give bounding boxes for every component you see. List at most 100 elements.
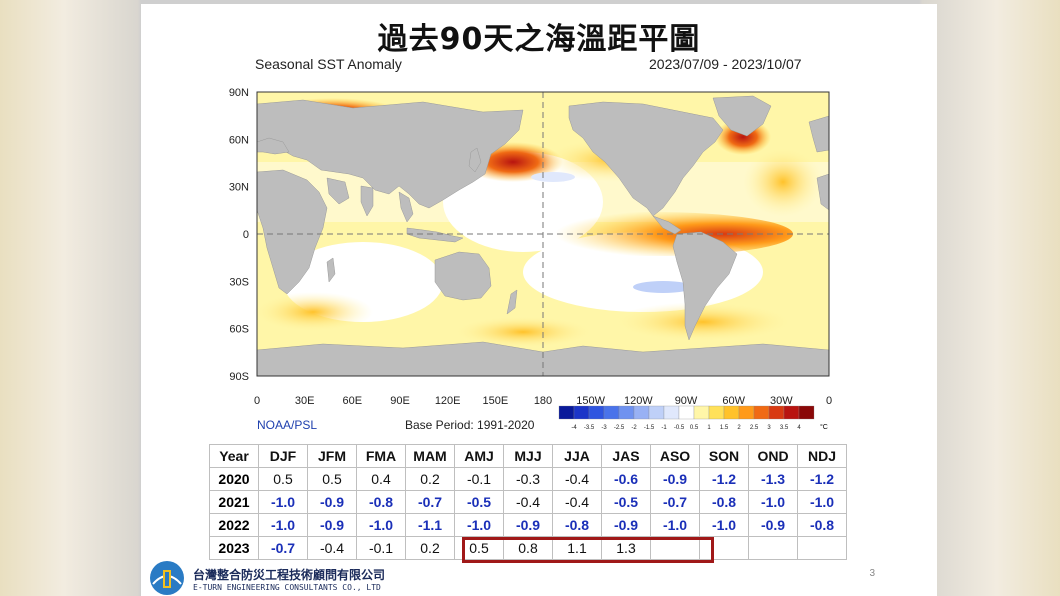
column-header: SON [699,444,749,468]
table-cell: -0.4 [552,467,602,491]
table-cell: -1.1 [405,513,455,537]
company-name-en: E-TURN ENGINEERING CONSULTANTS CO., LTD [193,583,381,592]
slide-title: 過去90天之海溫距平圖 [377,22,701,57]
column-header: NDJ [797,444,847,468]
colorbar-label: -2 [631,425,637,431]
table-cell: -0.8 [699,490,749,514]
table-cell: -1.2 [699,467,749,491]
colorbar-swatch [588,405,605,420]
base-period-label: Base Period: 1991-2020 [405,418,535,432]
y-tick-label: 90N [229,87,249,99]
sst-anomaly-map: 90N 60N 30N 0 30S 60S 90S 0 30E 60E 90E 120E 150E 18… [229,87,832,407]
oni-table: Year DJF JFM FMA MAM AMJ MJJ JJA JAS ASO SON OND NDJ… [209,444,847,560]
table-cell: -0.8 [797,513,847,537]
table-cell: 0.5 [307,467,357,491]
colorbar-label: -4 [571,425,577,431]
colorbar-label: 0.5 [690,425,699,431]
colorbar-swatch [618,405,635,420]
colorbar-label: -3 [601,425,607,431]
column-header: MJJ [503,444,553,468]
table-row: 2020 0.5 0.5 0.4 0.2 -0.1 -0.3 -0.4 -0.6 -0.9 -1.2… [209,467,847,491]
table-cell: -0.9 [307,490,357,514]
table-cell: -0.5 [454,490,504,514]
table-cell: 0.2 [405,467,455,491]
table-cell: 0.2 [405,536,455,560]
column-header: AMJ [454,444,504,468]
x-tick-label: 60E [343,395,363,407]
colorbar-unit: °C [820,423,828,431]
column-header: Year [209,444,259,468]
colorbar-swatch [678,405,695,420]
colorbar-swatch [573,405,590,420]
table-row: 2021 -1.0 -0.9 -0.8 -0.7 -0.5 -0.4 -0.4 -0.5 -0.7… [209,490,847,514]
colorbar-label: -0.5 [674,425,685,431]
colorbar-label: -1.5 [644,425,655,431]
year-cell: 2021 [209,490,259,514]
table-cell: -0.8 [552,513,602,537]
year-cell: 2020 [209,467,259,491]
table-cell: -1.0 [650,513,700,537]
year-cell: 2022 [209,513,259,537]
table-cell: -1.0 [258,490,308,514]
table-cell: -0.9 [748,513,798,537]
table-cell: 0.4 [356,467,406,491]
table-cell: -0.8 [356,490,406,514]
table-cell: -0.9 [601,513,651,537]
table-row: 2022 -1.0 -0.9 -1.0 -1.1 -1.0 -0.9 -0.8 -0.9 -1.0… [209,513,847,537]
colorbar: -4 -3.5 -3 -2.5 -2 -1.5 -1 -0.5 0.5 1 1.5 2 2.5 3 3.5 4… [558,405,828,431]
colorbar-swatch [708,405,725,420]
colorbar-label: 3.5 [780,425,789,431]
table-cell: -0.6 [601,467,651,491]
colorbar-swatch [693,405,710,420]
colorbar-swatch [768,405,785,420]
table-cell: -1.0 [258,513,308,537]
colorbar-swatch [633,405,650,420]
x-tick-label: 180 [534,395,552,407]
table-cell: -0.7 [258,536,308,560]
table-cell: -0.9 [650,467,700,491]
x-tick-label: 0 [826,395,832,407]
page-number: 3 [869,568,875,579]
y-tick-label: 0 [243,229,249,241]
table-cell: -1.0 [797,490,847,514]
x-tick-label: 90W [675,395,698,407]
colorbar-label: 1.5 [720,425,729,431]
table-cell: -0.1 [454,467,504,491]
colorbar-label: -2.5 [614,425,625,431]
colorbar-swatch [738,405,755,420]
table-cell: -0.4 [503,490,553,514]
table-row: 2023 -0.7 -0.4 -0.1 0.2 0.5 0.8 1.1 1.3 [209,536,847,560]
column-header: FMA [356,444,406,468]
column-header: MAM [405,444,455,468]
table-cell: 1.3 [601,536,651,560]
x-tick-label: 30W [770,395,793,407]
source-label: NOAA/PSL [257,418,318,432]
column-header: JFM [307,444,357,468]
table-header-row: Year DJF JFM FMA MAM AMJ MJJ JJA JAS ASO SON OND NDJ [209,444,847,468]
table-cell: -0.1 [356,536,406,560]
colorbar-swatch [663,405,680,420]
company-logo [150,561,184,595]
table-cell: -1.2 [797,467,847,491]
table-cell [748,536,798,560]
map-title: Seasonal SST Anomaly [255,56,402,72]
table-cell: -0.9 [307,513,357,537]
colorbar-label: -3.5 [584,425,595,431]
colorbar-label: 1 [707,425,711,431]
y-tick-label: 90S [229,371,249,383]
colorbar-swatch [648,405,665,420]
table-cell: -0.9 [503,513,553,537]
colorbar-swatch [723,405,740,420]
y-tick-label: 60N [229,134,249,146]
table-cell: -1.3 [748,467,798,491]
column-header: DJF [258,444,308,468]
table-cell [699,536,749,560]
column-header: JJA [552,444,602,468]
table-cell [797,536,847,560]
x-tick-label: 150E [482,395,508,407]
table-cell: -0.7 [650,490,700,514]
company-name-zh: 台灣整合防災工程技術顧問有限公司 [193,568,386,582]
colorbar-label: 4 [797,425,801,431]
colorbar-label: 2.5 [750,425,759,431]
year-cell: 2023 [209,536,259,560]
